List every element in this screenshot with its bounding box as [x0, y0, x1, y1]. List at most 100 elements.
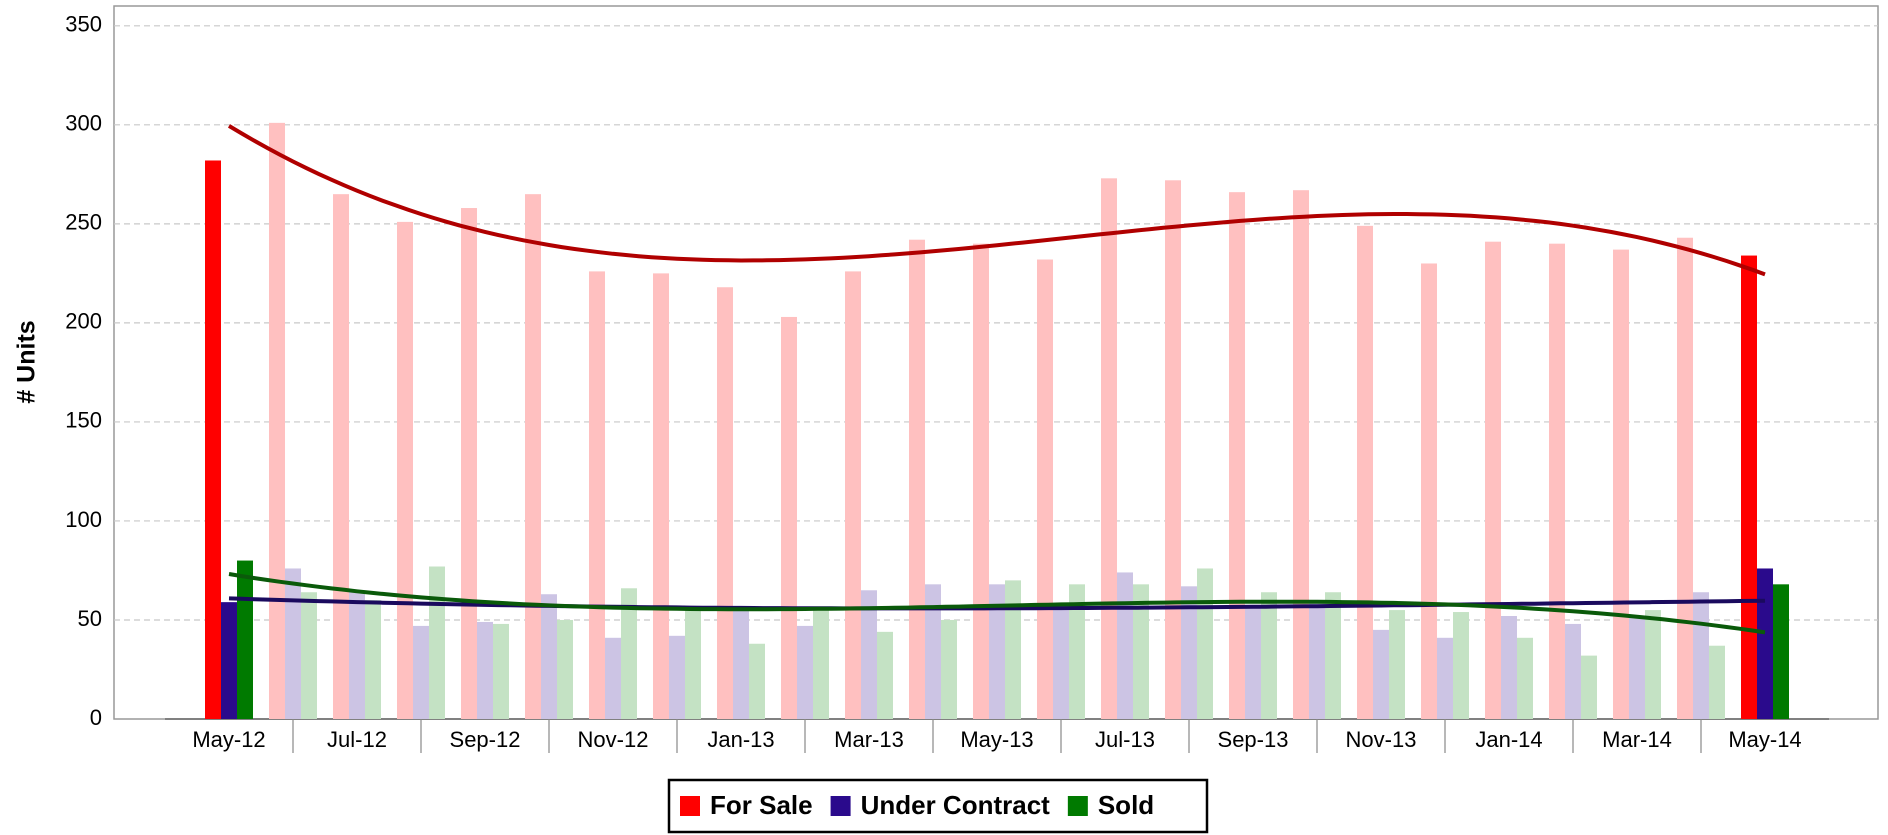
bar	[941, 619, 957, 719]
trend-line	[228, 596, 1766, 611]
bar	[269, 122, 285, 719]
y-tick-label: 100	[65, 507, 102, 532]
bar	[1453, 612, 1469, 719]
y-tick-label: 150	[65, 408, 102, 433]
x-tick-label: Sep-13	[1218, 727, 1289, 752]
bar	[557, 619, 573, 719]
bar	[1501, 616, 1517, 719]
bar	[781, 316, 797, 719]
bar	[1293, 190, 1309, 720]
legend-label: Under Contract	[861, 790, 1051, 820]
y-axis-title: # Units	[13, 320, 41, 403]
legend-swatch	[680, 796, 700, 816]
x-tick-label: Jan-13	[707, 727, 774, 752]
bar	[877, 631, 893, 719]
bar	[1629, 617, 1645, 719]
y-tick-label: 250	[65, 210, 102, 235]
bar	[333, 194, 349, 719]
bar	[221, 602, 237, 719]
bar	[1677, 237, 1693, 719]
bar	[477, 621, 493, 719]
bar	[1261, 592, 1277, 719]
y-tick-label: 50	[78, 606, 102, 631]
bar	[237, 560, 253, 719]
bar	[1309, 600, 1325, 719]
bar	[749, 643, 765, 719]
bar	[1709, 645, 1725, 719]
bar	[1485, 241, 1501, 720]
x-tick-label: Nov-12	[578, 727, 649, 752]
bar	[301, 592, 317, 719]
bar	[1581, 655, 1597, 719]
legend-label: Sold	[1098, 790, 1154, 820]
bar	[461, 208, 477, 719]
bar	[797, 625, 813, 719]
bar	[525, 194, 541, 719]
bar	[845, 271, 861, 719]
y-tick-label: 300	[65, 111, 102, 136]
x-tick-label: Jul-13	[1095, 727, 1155, 752]
bar	[1741, 255, 1757, 720]
trend-line	[227, 124, 1766, 277]
bar	[1133, 584, 1149, 719]
bar	[1053, 606, 1069, 719]
bar	[973, 243, 989, 719]
x-tick-label: Jul-12	[327, 727, 387, 752]
x-tick-label: Mar-13	[834, 727, 904, 752]
x-tick-label: May-12	[192, 727, 265, 752]
bar	[813, 610, 829, 719]
bar	[1421, 263, 1437, 719]
bar	[1101, 178, 1117, 719]
bar	[909, 239, 925, 719]
bar	[1197, 568, 1213, 719]
y-tick-label: 0	[90, 705, 102, 730]
legend-label: For Sale	[710, 790, 813, 820]
bar	[1069, 584, 1085, 719]
bar	[1373, 629, 1389, 719]
bar	[1773, 584, 1789, 719]
bar	[1325, 592, 1341, 719]
bar	[733, 610, 749, 719]
x-tick-label: Sep-12	[450, 727, 521, 752]
bar	[285, 568, 301, 719]
legend-frame	[667, 778, 1209, 834]
bar	[1229, 192, 1245, 719]
bar	[685, 606, 701, 719]
bar	[1565, 623, 1581, 719]
bar	[1693, 592, 1709, 719]
x-tick-label: Nov-13	[1346, 727, 1417, 752]
bar	[1357, 225, 1373, 719]
x-tick-label: Jan-14	[1475, 727, 1542, 752]
bar	[1245, 606, 1261, 719]
bar	[413, 625, 429, 719]
y-tick-label: 350	[65, 12, 102, 37]
bar	[1005, 580, 1021, 719]
bar	[1645, 610, 1661, 719]
trend-line	[228, 572, 1766, 635]
bar	[1613, 249, 1629, 719]
bar	[653, 273, 669, 719]
bar	[621, 588, 637, 719]
bar	[1757, 568, 1773, 719]
bar	[1181, 586, 1197, 719]
bar	[429, 566, 445, 719]
bar	[493, 623, 509, 719]
bar	[1549, 243, 1565, 719]
y-tick-label: 200	[65, 309, 102, 334]
bar	[1037, 259, 1053, 719]
bar	[205, 160, 221, 719]
bar	[1117, 572, 1133, 719]
legend-swatch	[1067, 796, 1088, 816]
x-tick-label: May-13	[960, 727, 1033, 752]
bar	[1389, 610, 1405, 719]
bar	[365, 600, 381, 719]
legend-swatch	[830, 796, 851, 816]
bar	[397, 221, 413, 719]
x-tick-label: Mar-14	[1602, 727, 1672, 752]
bar	[717, 287, 733, 719]
bar	[589, 271, 605, 719]
bar	[989, 584, 1005, 719]
bar	[861, 590, 877, 719]
bar	[349, 590, 365, 719]
